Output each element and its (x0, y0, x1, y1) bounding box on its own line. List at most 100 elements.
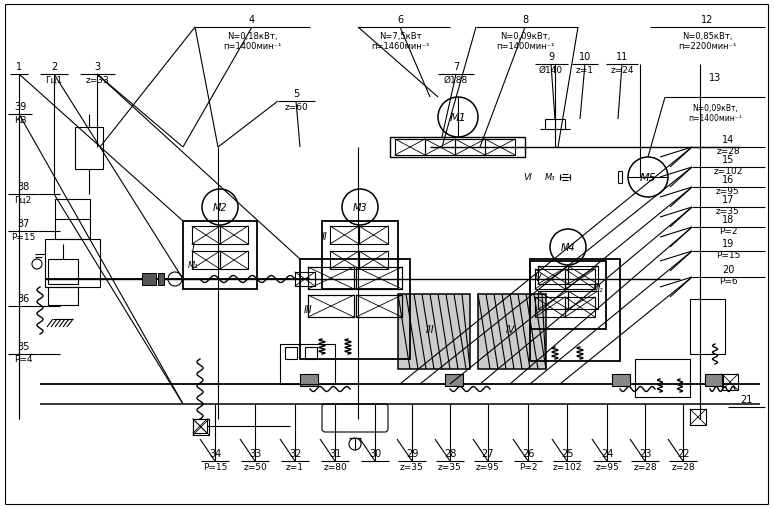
Bar (390, 138, 525, 158)
Text: 24: 24 (601, 448, 613, 458)
Bar (295, 272, 315, 287)
Text: z=60: z=60 (284, 102, 308, 111)
Text: z=1: z=1 (286, 463, 304, 471)
Text: N=0,09кВт,: N=0,09кВт, (500, 32, 550, 40)
Text: P=4: P=4 (14, 355, 33, 364)
Bar (356, 267, 402, 290)
Bar (280, 344, 335, 384)
Bar (535, 297, 565, 318)
Text: 36: 36 (17, 293, 29, 303)
Text: 27: 27 (481, 448, 495, 458)
Text: Гц1: Гц1 (46, 75, 63, 84)
Text: III: III (426, 324, 434, 334)
Text: п=1460мин⁻¹: п=1460мин⁻¹ (371, 41, 430, 50)
Text: 3: 3 (94, 62, 100, 72)
Text: z=102: z=102 (714, 167, 743, 176)
Bar (142, 273, 156, 286)
Text: z=28: z=28 (671, 463, 695, 471)
Text: M4: M4 (560, 242, 575, 252)
Text: z=1: z=1 (576, 65, 594, 74)
Text: п=1400мин⁻¹: п=1400мин⁻¹ (688, 114, 742, 122)
Bar (356, 295, 402, 318)
Text: 8: 8 (522, 15, 528, 25)
Text: M₂: M₂ (593, 285, 603, 294)
Bar (356, 295, 402, 318)
Text: 11: 11 (616, 52, 628, 62)
Text: M5: M5 (639, 173, 656, 183)
Bar (445, 374, 463, 386)
Text: 38: 38 (17, 182, 29, 191)
Text: z=28: z=28 (716, 147, 740, 156)
Text: 22: 22 (676, 448, 690, 458)
Bar (690, 409, 706, 425)
Text: III: III (303, 304, 313, 315)
Bar (300, 374, 318, 386)
Text: II: II (322, 232, 328, 242)
Text: z=80: z=80 (323, 463, 347, 471)
Text: 30: 30 (369, 448, 381, 458)
Text: z=95: z=95 (476, 463, 500, 471)
Bar (478, 294, 546, 369)
Text: 14: 14 (722, 135, 734, 145)
Bar (485, 140, 515, 156)
Bar (75, 128, 103, 169)
Text: 4: 4 (249, 15, 255, 25)
Text: 19: 19 (722, 239, 734, 248)
Text: 18: 18 (722, 215, 734, 224)
Bar (612, 374, 630, 386)
Bar (330, 227, 359, 244)
Text: 12: 12 (700, 15, 713, 25)
Bar (359, 227, 388, 244)
Text: 29: 29 (406, 448, 418, 458)
Text: z=95: z=95 (716, 187, 740, 196)
Bar (308, 267, 354, 290)
Text: P=15: P=15 (11, 232, 35, 241)
Text: z=50: z=50 (243, 463, 267, 471)
Bar (535, 269, 565, 290)
Text: КВ: КВ (14, 115, 26, 124)
Text: 26: 26 (522, 448, 534, 458)
Bar (565, 269, 595, 290)
Bar (305, 347, 317, 359)
Bar (538, 267, 568, 285)
Text: P=15: P=15 (203, 463, 228, 471)
Bar (398, 294, 470, 369)
Text: M2: M2 (213, 203, 228, 213)
Text: п=1400мин⁻¹: п=1400мин⁻¹ (223, 41, 281, 50)
Bar (300, 260, 410, 359)
Text: z=102: z=102 (553, 463, 582, 471)
Text: P=6: P=6 (719, 277, 738, 286)
Text: z=35: z=35 (716, 207, 740, 216)
Text: I: I (191, 242, 194, 252)
Text: 20: 20 (722, 265, 735, 274)
Bar (48, 288, 78, 305)
Text: z=33: z=33 (85, 75, 109, 84)
Text: Гц2: Гц2 (15, 195, 32, 204)
Text: N=7,5кВт: N=7,5кВт (378, 32, 421, 40)
Text: 23: 23 (639, 448, 651, 458)
Bar (158, 273, 164, 286)
Text: п=2200мин⁻¹: п=2200мин⁻¹ (678, 41, 736, 50)
Bar (530, 260, 620, 361)
Bar (193, 419, 209, 435)
Text: 31: 31 (329, 448, 341, 458)
Bar (455, 140, 485, 156)
Bar (395, 140, 425, 156)
Text: P=15: P=15 (716, 251, 740, 260)
Bar (193, 419, 207, 433)
Text: п=1400мин⁻¹: п=1400мин⁻¹ (496, 41, 554, 50)
Bar (425, 140, 455, 156)
Text: 1: 1 (16, 62, 22, 72)
Text: 35: 35 (17, 342, 29, 351)
Text: z=28: z=28 (633, 463, 657, 471)
Bar (285, 347, 297, 359)
Text: 9: 9 (548, 52, 554, 62)
Text: 2: 2 (51, 62, 57, 72)
Text: IV: IV (505, 324, 515, 334)
Text: 13: 13 (709, 73, 721, 83)
Bar (530, 262, 606, 329)
Bar (183, 221, 257, 290)
Bar (308, 295, 354, 318)
Text: z=35: z=35 (400, 463, 424, 471)
Text: 5: 5 (293, 89, 299, 99)
